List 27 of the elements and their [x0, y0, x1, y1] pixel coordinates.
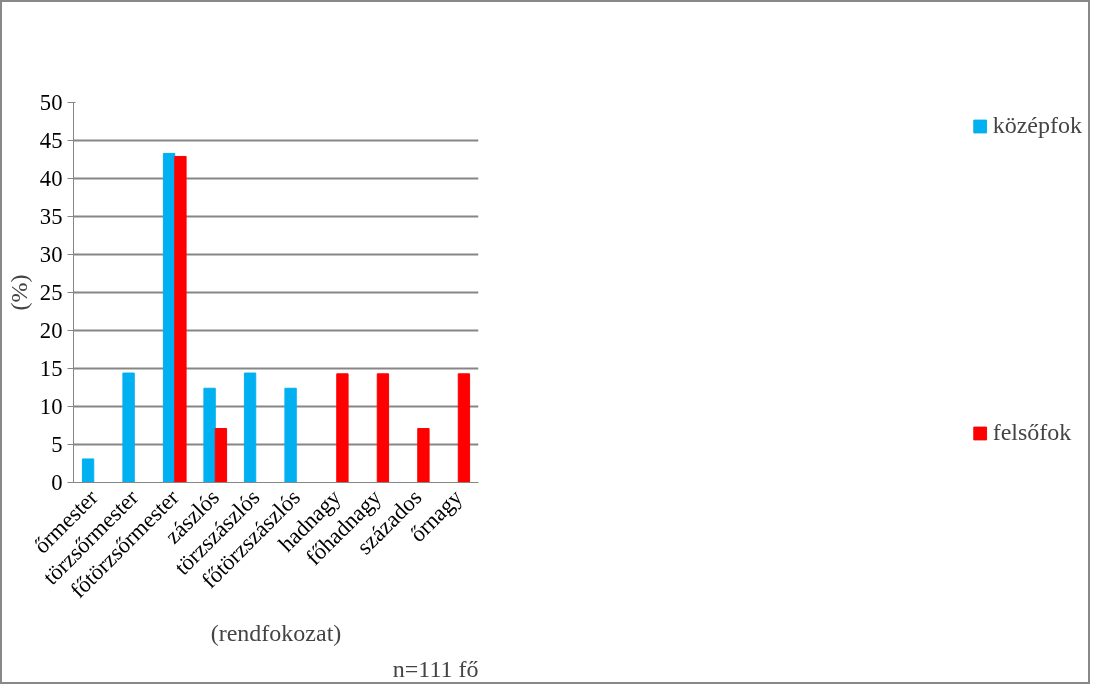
bar	[81, 458, 95, 483]
bar	[417, 428, 430, 483]
bar	[214, 428, 228, 483]
y-tick-label: 5	[51, 432, 63, 457]
y-tick-label: 10	[39, 394, 63, 419]
y-tick-label: 30	[39, 242, 63, 267]
legend-label: középfok	[992, 112, 1082, 139]
y-tick-label: 25	[39, 280, 63, 305]
bar	[336, 373, 349, 483]
text: n=111 fő	[392, 655, 479, 682]
y-tick-label: 35	[39, 204, 63, 229]
bar	[243, 372, 257, 483]
y-tick-label: 50	[39, 90, 63, 115]
bar	[122, 372, 135, 483]
x-axis-title: (rendfokozat)	[210, 619, 342, 646]
bar	[174, 155, 187, 483]
legend-label: felsőfok	[992, 419, 1072, 446]
bar	[376, 373, 390, 483]
bar	[457, 373, 471, 483]
y-tick-label: 45	[39, 128, 63, 153]
bar	[203, 387, 216, 483]
y-tick-label: 20	[39, 318, 63, 343]
bar	[284, 387, 297, 483]
y-axis-title: (%)	[5, 274, 32, 311]
y-tick-label: 15	[39, 356, 63, 381]
y-tick-label: 0	[51, 470, 63, 495]
y-tick-label: 40	[39, 166, 63, 191]
